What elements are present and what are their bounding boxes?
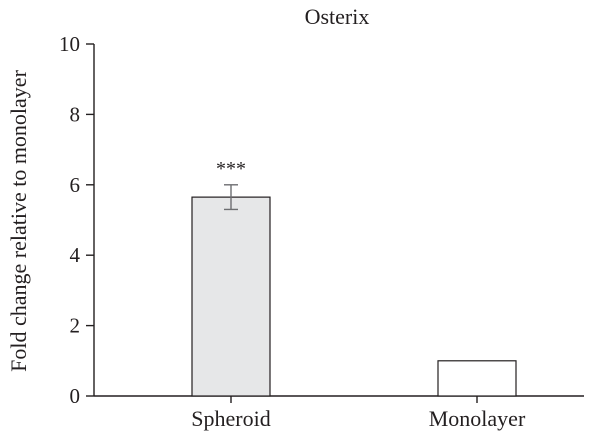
significance-marker-spheroid: ***	[216, 158, 246, 180]
y-tick-label-2: 2	[70, 314, 81, 338]
y-tick-label-10: 10	[59, 32, 80, 56]
y-tick-label-4: 4	[70, 243, 81, 267]
y-tick-label-0: 0	[70, 384, 81, 408]
category-label-spheroid: Spheroid	[191, 406, 270, 431]
y-tick-label-6: 6	[70, 173, 81, 197]
bar-monolayer	[437, 360, 517, 397]
y-axis-label: Fold change relative to monolayer	[6, 69, 31, 371]
y-tick-label-8: 8	[70, 102, 81, 126]
chart-title: Osterix	[305, 4, 370, 29]
bar-spheroid	[191, 196, 271, 397]
category-label-monolayer: Monolayer	[429, 406, 526, 431]
